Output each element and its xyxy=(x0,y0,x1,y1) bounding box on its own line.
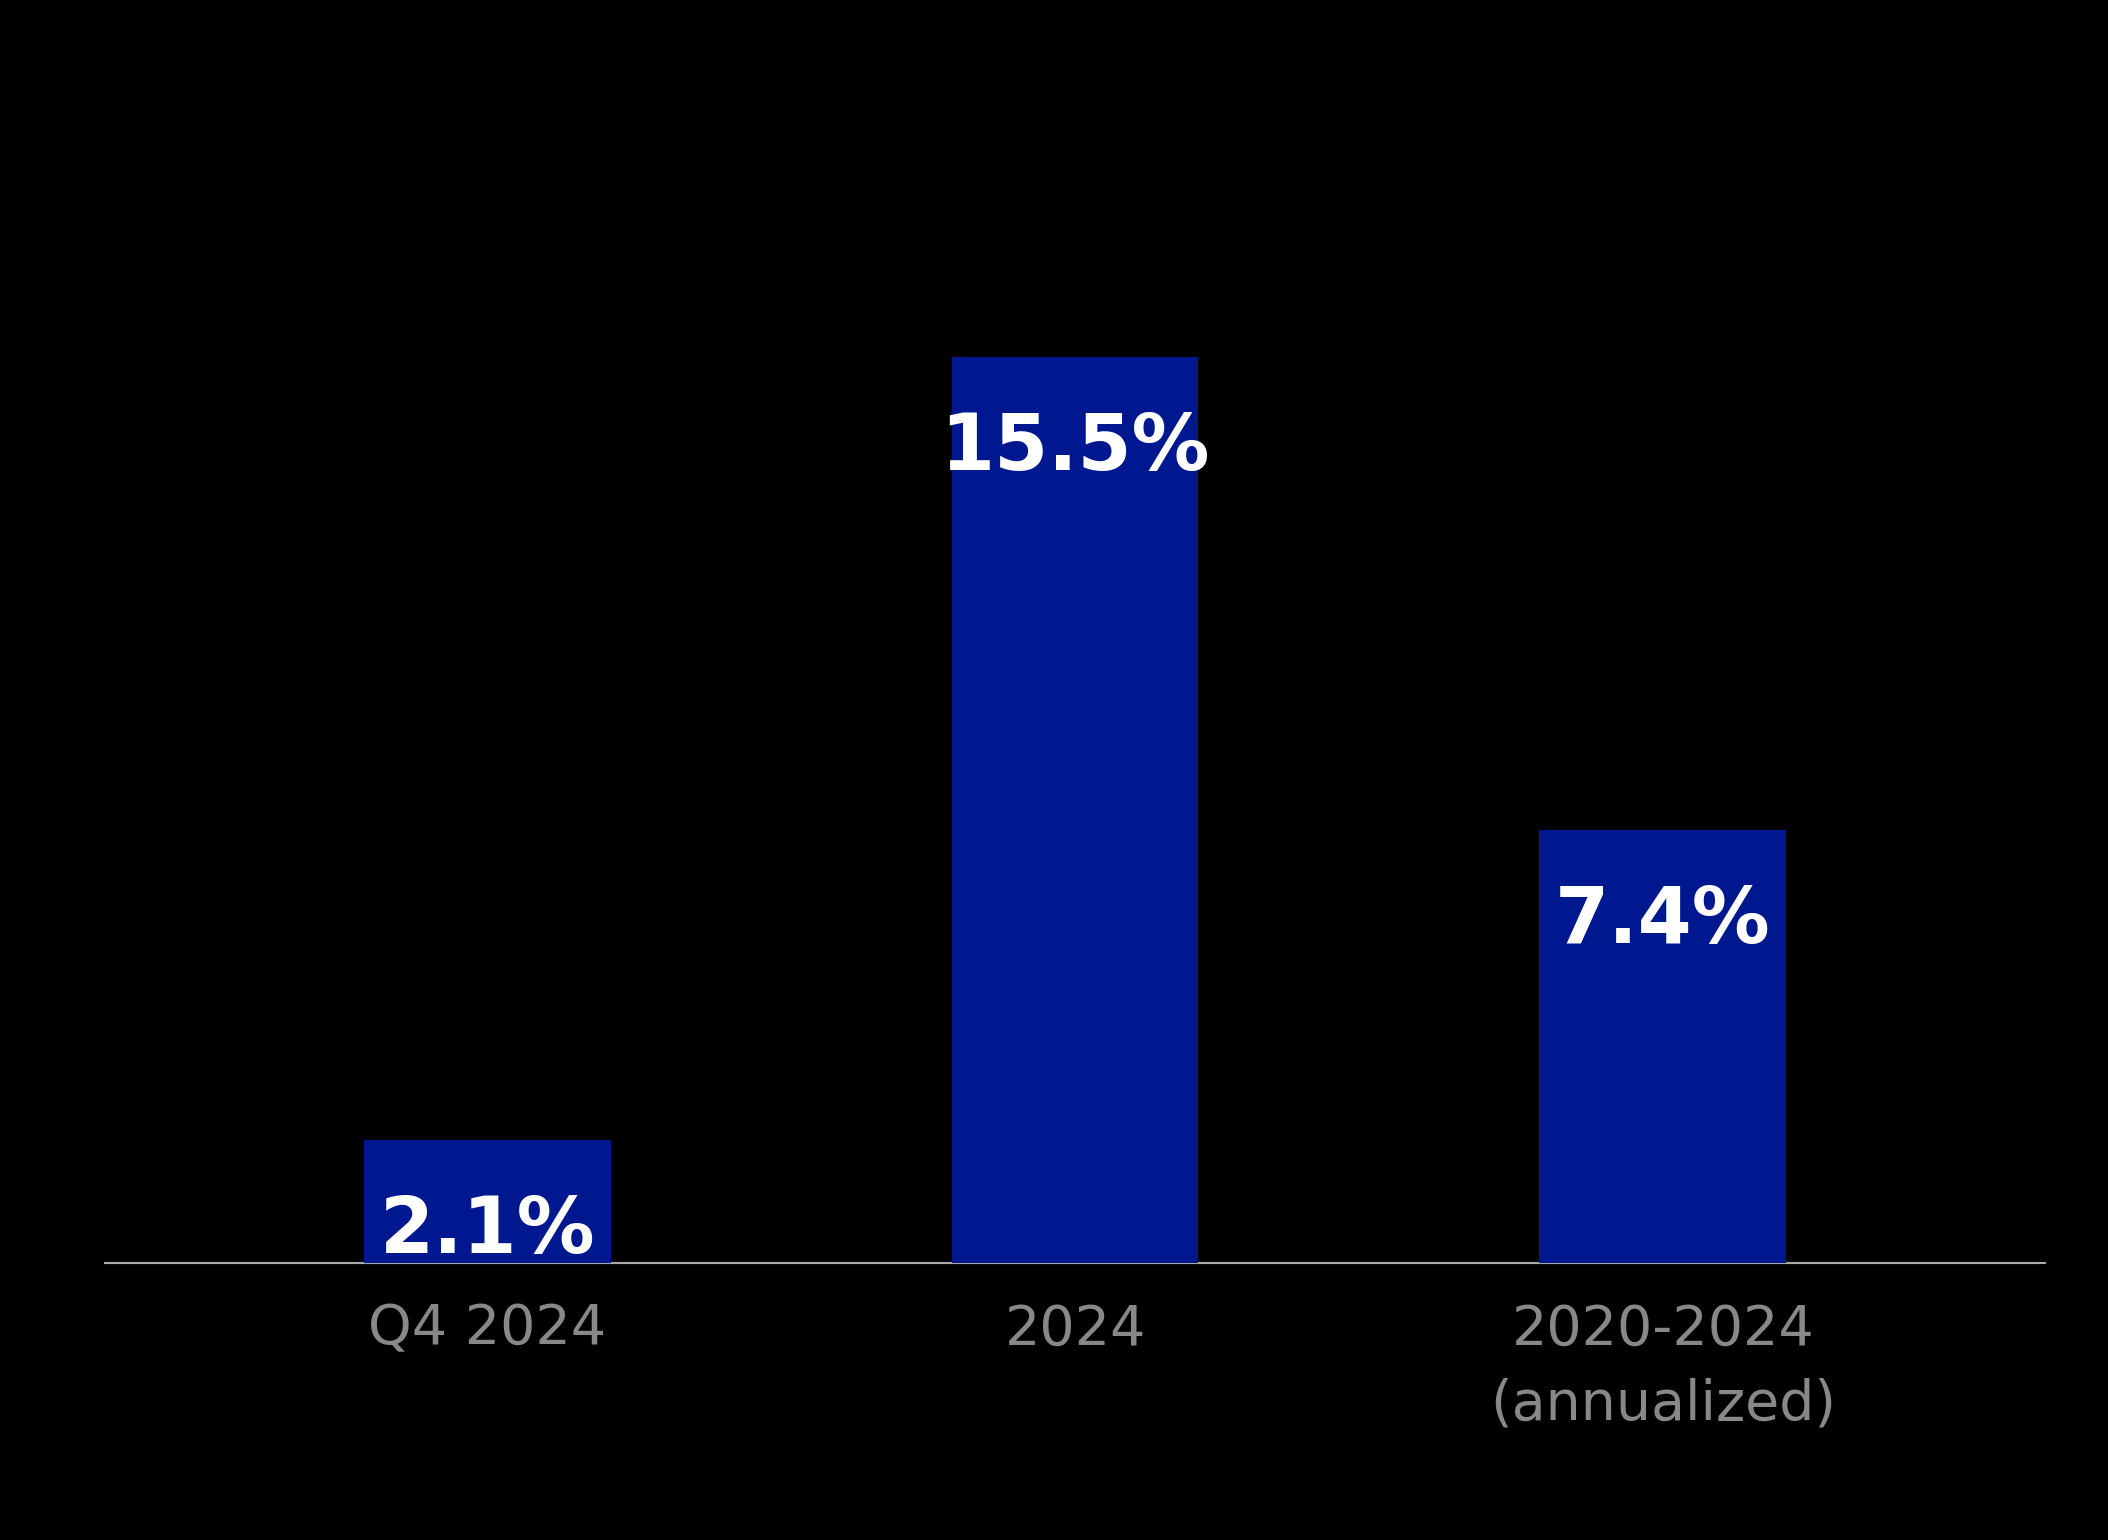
Bar xyxy=(365,1140,611,1263)
Bar xyxy=(951,357,1199,1263)
Text: 2.1%: 2.1% xyxy=(379,1192,594,1269)
Text: 7.4%: 7.4% xyxy=(1556,882,1771,959)
Bar xyxy=(1539,830,1785,1263)
Text: 15.5%: 15.5% xyxy=(940,410,1210,485)
